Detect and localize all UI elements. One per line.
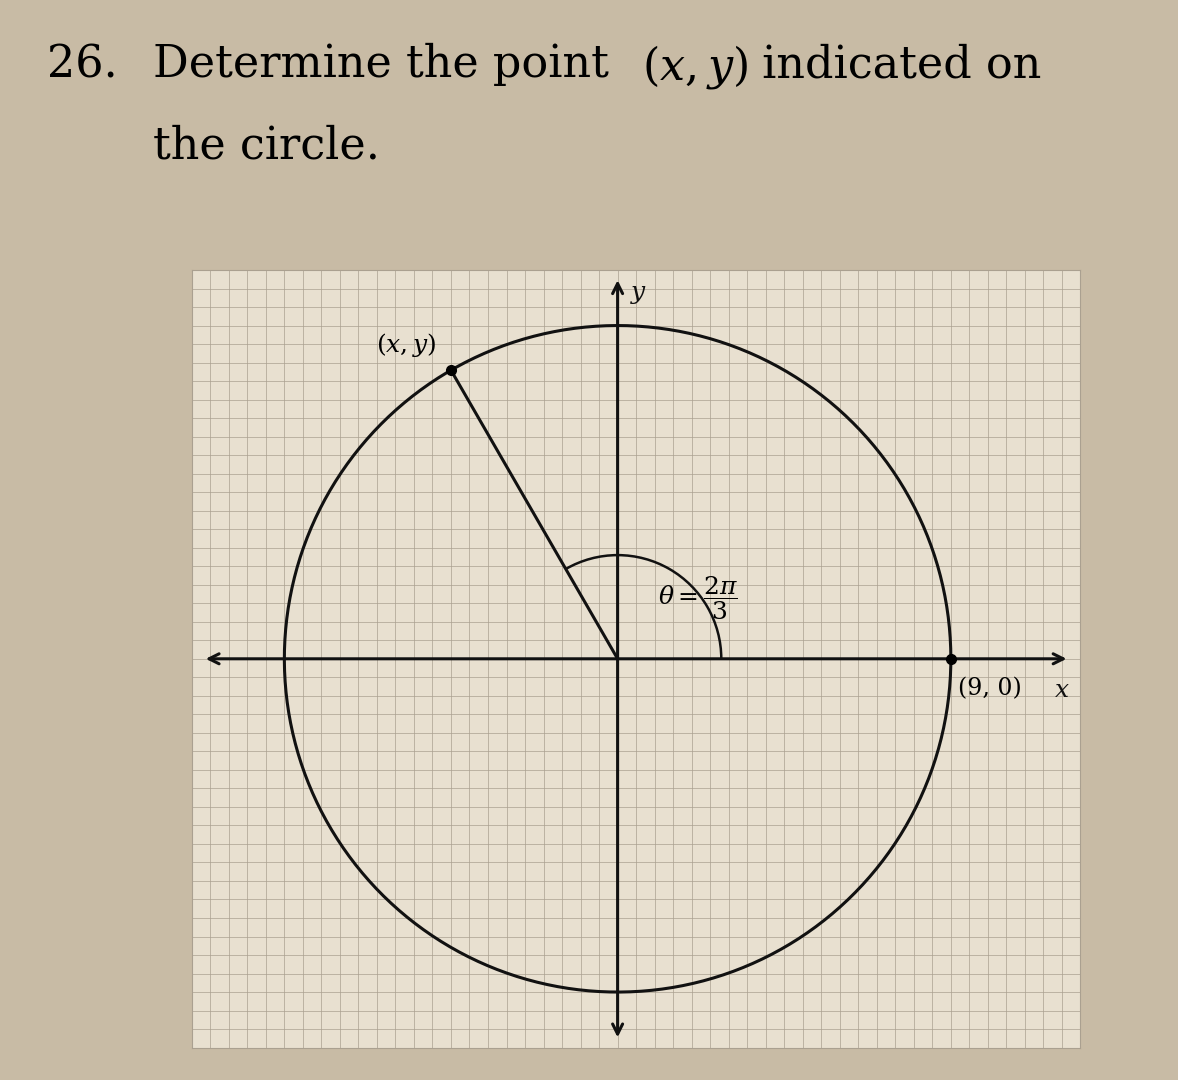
Text: $\theta=\dfrac{2\pi}{3}$: $\theta=\dfrac{2\pi}{3}$: [659, 573, 739, 622]
Text: y: y: [630, 281, 644, 305]
Text: 26.: 26.: [47, 43, 118, 86]
Text: $(x, y)$: $(x, y)$: [642, 43, 748, 91]
Text: (9, 0): (9, 0): [958, 677, 1023, 700]
Text: indicated on: indicated on: [748, 43, 1041, 86]
Text: the circle.: the circle.: [153, 124, 380, 167]
Text: Determine the point: Determine the point: [153, 43, 623, 86]
Text: $(x, y)$: $(x, y)$: [376, 332, 436, 359]
Text: x: x: [1054, 679, 1068, 702]
